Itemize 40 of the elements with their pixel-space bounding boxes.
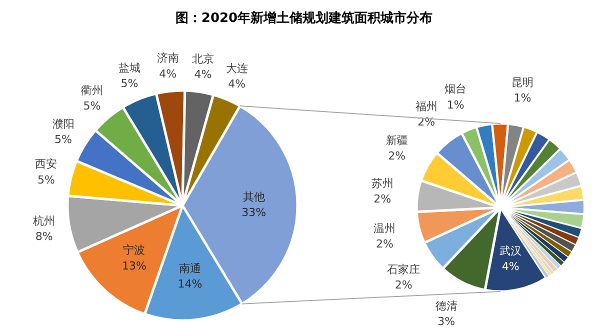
- data-label: 4%: [502, 260, 520, 273]
- data-label: 2%: [374, 192, 392, 206]
- slice-label: 北京: [192, 52, 214, 66]
- slice-label: 烟台: [444, 82, 467, 96]
- slice-label: 苏州: [371, 176, 394, 190]
- data-label: 33%: [242, 206, 266, 220]
- slice-label: 温州: [374, 222, 396, 235]
- data-label: 1%: [446, 98, 464, 112]
- slice-label: 衢州: [80, 84, 103, 98]
- slice-label: 石家庄: [387, 262, 420, 276]
- data-label: 13%: [122, 259, 146, 272]
- data-label: 4%: [159, 67, 177, 80]
- slice-label: 南通: [178, 262, 201, 276]
- chart-title: 图：2020年新增土储规划建筑面积城市分布: [175, 10, 433, 26]
- data-label: 3%: [438, 315, 456, 328]
- slice-label: 济南: [156, 52, 179, 65]
- data-label: 1%: [514, 92, 532, 105]
- slice-label: 德清: [435, 299, 458, 312]
- data-label: 2%: [376, 237, 394, 250]
- slice-label: 宁波: [123, 244, 146, 257]
- slice-label: 福州: [415, 100, 438, 113]
- data-label: 4%: [228, 77, 246, 90]
- slice-label: 新疆: [386, 134, 408, 148]
- data-label: 2%: [394, 278, 412, 292]
- slice-label: 昆明: [512, 76, 534, 89]
- data-label: 5%: [54, 132, 72, 146]
- slice-label: 盐城: [118, 61, 140, 74]
- data-label: 8%: [35, 230, 53, 244]
- slice-label: 杭州: [32, 214, 56, 228]
- data-label: 14%: [178, 278, 202, 291]
- data-label: 5%: [120, 76, 138, 90]
- slice-label: 大连: [226, 62, 248, 75]
- data-label: 4%: [194, 68, 212, 82]
- data-label: 2%: [388, 150, 406, 163]
- data-label: 5%: [83, 100, 101, 113]
- slice-label: 武汉: [500, 244, 522, 258]
- slice-label: 其他: [242, 190, 265, 204]
- slice-label: 濮阳: [52, 117, 74, 130]
- data-label: 5%: [38, 173, 55, 186]
- slice-label: 西安: [35, 158, 58, 171]
